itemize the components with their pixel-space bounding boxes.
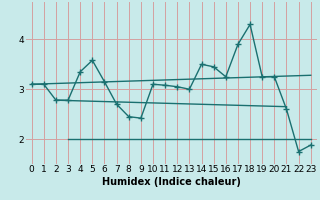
X-axis label: Humidex (Indice chaleur): Humidex (Indice chaleur) [102,177,241,187]
